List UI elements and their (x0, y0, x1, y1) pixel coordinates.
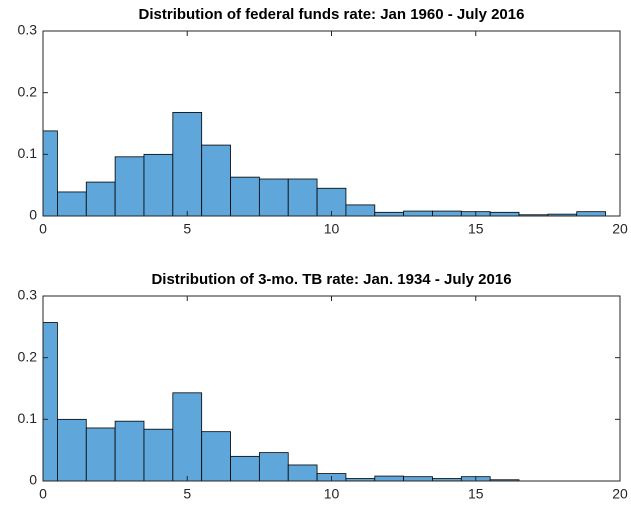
bar (489, 211, 520, 217)
bar (57, 191, 87, 217)
x-tick-label: 20 (612, 486, 628, 502)
bar (42, 322, 58, 482)
chart-title: Distribution of 3-mo. TB rate: Jan. 1934… (151, 271, 511, 288)
bar (57, 418, 87, 482)
bar (85, 181, 116, 217)
y-tick-label: 0.2 (18, 83, 38, 99)
bar (172, 112, 203, 217)
chart-title: Distribution of federal funds rate: Jan … (139, 6, 525, 23)
bar (374, 211, 405, 217)
bar (114, 420, 145, 482)
y-tick-label: 0.3 (18, 22, 38, 38)
y-tick-label: 0.1 (18, 145, 38, 161)
x-tick-label: 10 (324, 486, 340, 502)
x-tick-label: 0 (39, 486, 47, 502)
bar (403, 476, 433, 482)
x-tick-label: 15 (468, 486, 484, 502)
x-tick-label: 15 (468, 221, 484, 237)
x-tick-label: 5 (183, 221, 191, 237)
bar (42, 130, 58, 217)
bar (230, 455, 260, 482)
bar (345, 204, 376, 217)
y-tick-label: 0.3 (18, 287, 38, 303)
bar (85, 427, 116, 482)
y-tick-label: 0 (29, 207, 37, 223)
bar (374, 475, 405, 482)
bar (114, 156, 145, 217)
bar (143, 428, 174, 482)
x-tick-label: 5 (183, 486, 191, 502)
bar (172, 392, 203, 482)
bar (258, 452, 289, 482)
bar (432, 210, 462, 217)
bar (403, 210, 433, 217)
x-tick-label: 0 (39, 221, 47, 237)
bar (287, 178, 318, 217)
x-tick-label: 10 (324, 221, 340, 237)
bar (201, 431, 231, 482)
bar (258, 178, 289, 217)
x-tick-label: 20 (612, 221, 628, 237)
bar (230, 176, 260, 217)
bar (201, 144, 231, 217)
y-tick-label: 0.1 (18, 410, 38, 426)
bar (576, 211, 606, 217)
bar (143, 153, 174, 217)
y-tick-label: 0.2 (18, 348, 38, 364)
bar (287, 464, 318, 482)
y-tick-label: 0 (29, 472, 37, 488)
